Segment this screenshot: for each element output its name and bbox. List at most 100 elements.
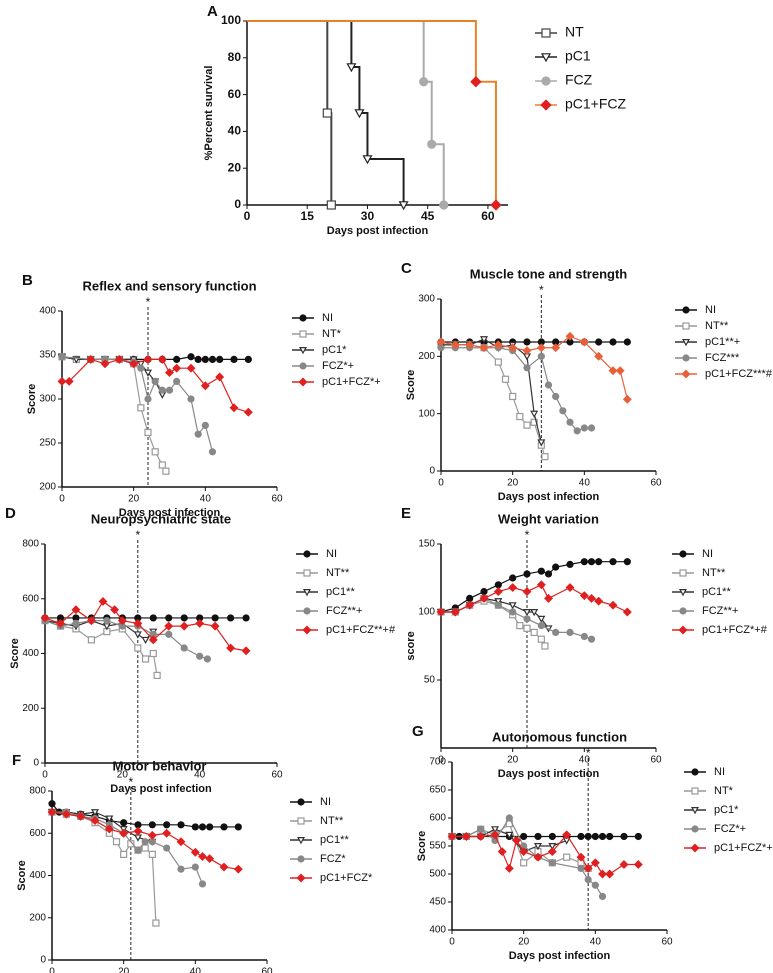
- x-tick-label: 0: [49, 967, 55, 973]
- y-tick-label: 0: [33, 758, 39, 769]
- marker: [563, 853, 571, 861]
- marker: [537, 621, 545, 630]
- marker: [523, 570, 531, 578]
- marker: [508, 343, 518, 353]
- marker: [594, 596, 604, 606]
- marker: [162, 828, 172, 838]
- x-tick-label: 40: [200, 494, 212, 505]
- marker: [450, 607, 460, 617]
- marker: [590, 858, 600, 868]
- marker: [191, 823, 199, 831]
- marker: [536, 580, 546, 590]
- marker: [466, 594, 474, 603]
- marker: [536, 343, 546, 353]
- marker: [195, 618, 205, 628]
- x-tick-label: 40: [590, 937, 602, 948]
- x-tick-label: 40: [579, 478, 591, 489]
- y-tick-label: 0: [234, 197, 241, 211]
- x-tick-label: 0: [449, 937, 455, 948]
- marker: [598, 869, 607, 879]
- marker: [476, 832, 486, 841]
- x-tick-label: 0: [244, 209, 251, 223]
- marker: [129, 359, 139, 369]
- marker: [580, 424, 588, 432]
- marker: [477, 825, 485, 833]
- marker: [634, 832, 642, 841]
- marker: [104, 824, 114, 834]
- annotation: *: [586, 746, 591, 760]
- marker: [299, 314, 307, 322]
- marker: [579, 337, 589, 347]
- marker: [490, 199, 502, 211]
- marker: [678, 589, 688, 597]
- marker: [544, 570, 553, 578]
- marker: [105, 815, 114, 823]
- x-tick-label: 20: [507, 755, 519, 766]
- marker: [679, 550, 687, 558]
- panel: 0 20 40 60 0 100 200 300 C Muscle tone and streng…: [401, 260, 773, 503]
- marker: [137, 364, 145, 372]
- marker: [296, 873, 306, 883]
- marker: [147, 830, 157, 840]
- y-tick-label: 400: [39, 306, 56, 317]
- marker: [297, 855, 305, 863]
- marker: [119, 828, 129, 838]
- y-tick-label: 600: [429, 813, 446, 824]
- marker: [447, 832, 457, 841]
- x-tick-label: 0: [59, 494, 65, 505]
- marker: [494, 581, 502, 589]
- marker: [326, 200, 336, 210]
- marker: [552, 392, 560, 401]
- y-tick-label: 600: [22, 593, 39, 604]
- marker: [608, 366, 618, 376]
- marker: [678, 625, 688, 635]
- marker: [622, 394, 632, 404]
- legend-label: NT*: [322, 328, 342, 340]
- y-tick-label: 300: [39, 394, 56, 405]
- marker: [133, 618, 143, 628]
- marker: [623, 558, 631, 566]
- marker: [141, 655, 150, 663]
- marker: [48, 800, 56, 808]
- marker: [233, 864, 243, 874]
- legend-label: NT**: [326, 567, 350, 579]
- y-tick-label: 150: [418, 539, 435, 550]
- legend-label: pC1: [565, 48, 591, 64]
- marker: [203, 655, 211, 663]
- y-tick-label: 80: [228, 50, 242, 64]
- x-tick-label: 0: [438, 755, 444, 766]
- marker: [579, 591, 589, 601]
- series-line: [452, 833, 639, 875]
- series-line: [51, 811, 157, 924]
- marker: [152, 919, 160, 927]
- marker: [90, 809, 100, 817]
- legend-label: NI: [702, 548, 713, 560]
- x-tick-label: 60: [261, 967, 273, 973]
- marker: [465, 340, 475, 350]
- y-axis-label: Score: [16, 860, 28, 891]
- marker: [679, 607, 687, 615]
- marker: [57, 376, 67, 386]
- legend-label: pC1*: [714, 804, 739, 816]
- marker: [56, 618, 65, 628]
- series-line: [61, 356, 167, 472]
- marker: [439, 200, 449, 210]
- marker: [565, 331, 575, 341]
- marker: [584, 832, 592, 841]
- marker: [427, 139, 437, 149]
- marker: [198, 823, 207, 831]
- marker: [501, 375, 510, 383]
- marker: [187, 395, 195, 403]
- marker: [208, 448, 217, 456]
- y-tick-label: 0: [40, 955, 46, 966]
- legend-label: NI: [705, 304, 716, 316]
- y-tick-label: 650: [429, 785, 446, 796]
- marker: [548, 832, 556, 841]
- x-tick-label: 15: [301, 209, 315, 223]
- marker: [177, 865, 185, 873]
- annotation: *: [128, 775, 133, 789]
- marker: [465, 600, 475, 610]
- marker: [186, 363, 196, 373]
- y-tick-label: 600: [29, 828, 46, 839]
